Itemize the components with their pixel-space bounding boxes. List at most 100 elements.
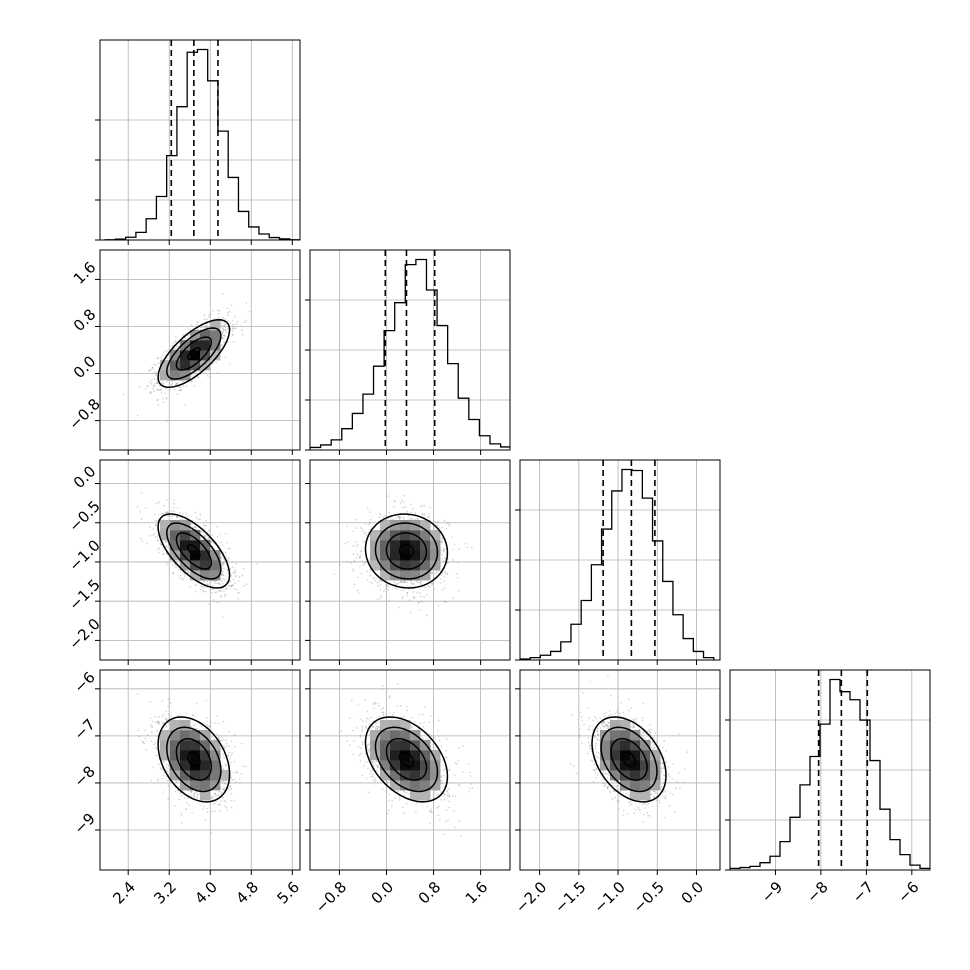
scatter-point: [440, 578, 442, 580]
scatter-point: [168, 511, 170, 514]
scatter-point: [222, 788, 225, 790]
density-cell: [210, 320, 221, 331]
scatter-point: [206, 586, 208, 589]
scatter-point: [366, 579, 369, 582]
scatter-point: [397, 515, 400, 518]
density-cell: [400, 520, 411, 531]
scatter-point: [466, 546, 469, 548]
scatter-point: [166, 357, 168, 359]
scatter-point: [156, 357, 158, 360]
scatter-point: [427, 516, 429, 519]
scatter-point: [359, 554, 362, 557]
scatter-point: [144, 388, 147, 390]
scatter-point: [235, 323, 238, 325]
scatter-point: [420, 595, 422, 598]
scatter-point: [156, 382, 158, 385]
scatter-point: [171, 382, 174, 385]
scatter-point: [155, 382, 158, 385]
scatter-point: [388, 512, 391, 514]
scatter-point: [441, 537, 444, 540]
scatter-point: [413, 583, 415, 586]
scatter-point: [182, 512, 184, 515]
scatter-point: [209, 372, 211, 375]
scatter-point: [182, 384, 185, 387]
scatter-point: [221, 332, 223, 335]
scatter-point: [431, 571, 433, 573]
scatter-point: [149, 526, 151, 528]
scatter-point: [234, 327, 237, 330]
density-cell: [190, 340, 201, 351]
scatter-point: [219, 594, 222, 597]
scatter-point: [220, 324, 222, 327]
scatter-point: [228, 557, 230, 559]
scatter-point: [226, 569, 229, 571]
scatter-point: [344, 542, 346, 545]
scatter-point: [209, 376, 211, 378]
scatter-point: [195, 526, 197, 528]
scatter-point: [356, 543, 359, 546]
scatter-point: [151, 367, 153, 369]
scatter-point: [234, 571, 237, 573]
scatter-point: [374, 580, 377, 582]
scatter-point: [167, 514, 169, 517]
density-cell: [200, 330, 211, 341]
scatter-point: [185, 512, 187, 514]
scatter-point: [172, 572, 175, 575]
histogram-series: [520, 468, 715, 660]
scatter-point: [200, 326, 202, 329]
scatter-point: [197, 321, 199, 324]
scatter-point: [370, 581, 372, 583]
scatter-point: [203, 585, 206, 588]
scatter-point: [436, 522, 438, 524]
scatter-point: [226, 587, 228, 590]
scatter-point: [223, 335, 226, 337]
scatter-point: [162, 553, 165, 555]
scatter-point: [212, 309, 214, 312]
scatter-point: [222, 552, 225, 554]
scatter-point: [448, 525, 451, 527]
scatter-point: [443, 587, 446, 589]
scatter-point: [218, 310, 221, 312]
scatter-point: [400, 580, 403, 582]
scatter-point: [445, 600, 448, 603]
scatter-point: [156, 539, 159, 542]
scatter-point: [226, 559, 229, 561]
scatter-frame: [99, 249, 301, 451]
density-cell: [210, 570, 221, 581]
scatter-point: [412, 507, 415, 510]
scatter-point: [138, 735, 141, 738]
density-cell: [370, 550, 381, 561]
scatter-point: [410, 580, 413, 582]
scatter-point: [206, 326, 208, 329]
scatter-panel-1-0: [100, 250, 300, 450]
scatter-point: [167, 764, 169, 767]
scatter-point: [166, 545, 168, 548]
scatter-point: [207, 316, 210, 318]
histogram-panel-0: [100, 40, 300, 240]
scatter-point: [362, 530, 365, 532]
density-cell: [180, 370, 191, 381]
scatter-point: [231, 585, 233, 587]
scatter-point: [157, 513, 160, 516]
scatter-point: [217, 590, 220, 592]
scatter-point: [355, 557, 357, 559]
scatter-point: [229, 580, 232, 582]
scatter-point: [441, 541, 444, 544]
scatter-point: [174, 563, 176, 566]
density-cell: [420, 570, 431, 581]
density-cell: [170, 540, 181, 551]
histogram-panel-1: [310, 250, 510, 450]
scatter-point: [221, 583, 224, 585]
density-cell: [400, 560, 411, 571]
scatter-point: [199, 518, 202, 520]
scatter-point: [176, 382, 178, 384]
scatter-point: [241, 329, 243, 331]
scatter-point: [442, 550, 445, 552]
scatter-point: [398, 518, 401, 521]
scatter-point: [222, 570, 224, 573]
scatter-point: [182, 380, 185, 383]
scatter-point: [223, 788, 226, 791]
scatter-point: [400, 581, 403, 584]
scatter-point: [352, 544, 355, 547]
scatter-point: [395, 587, 397, 590]
